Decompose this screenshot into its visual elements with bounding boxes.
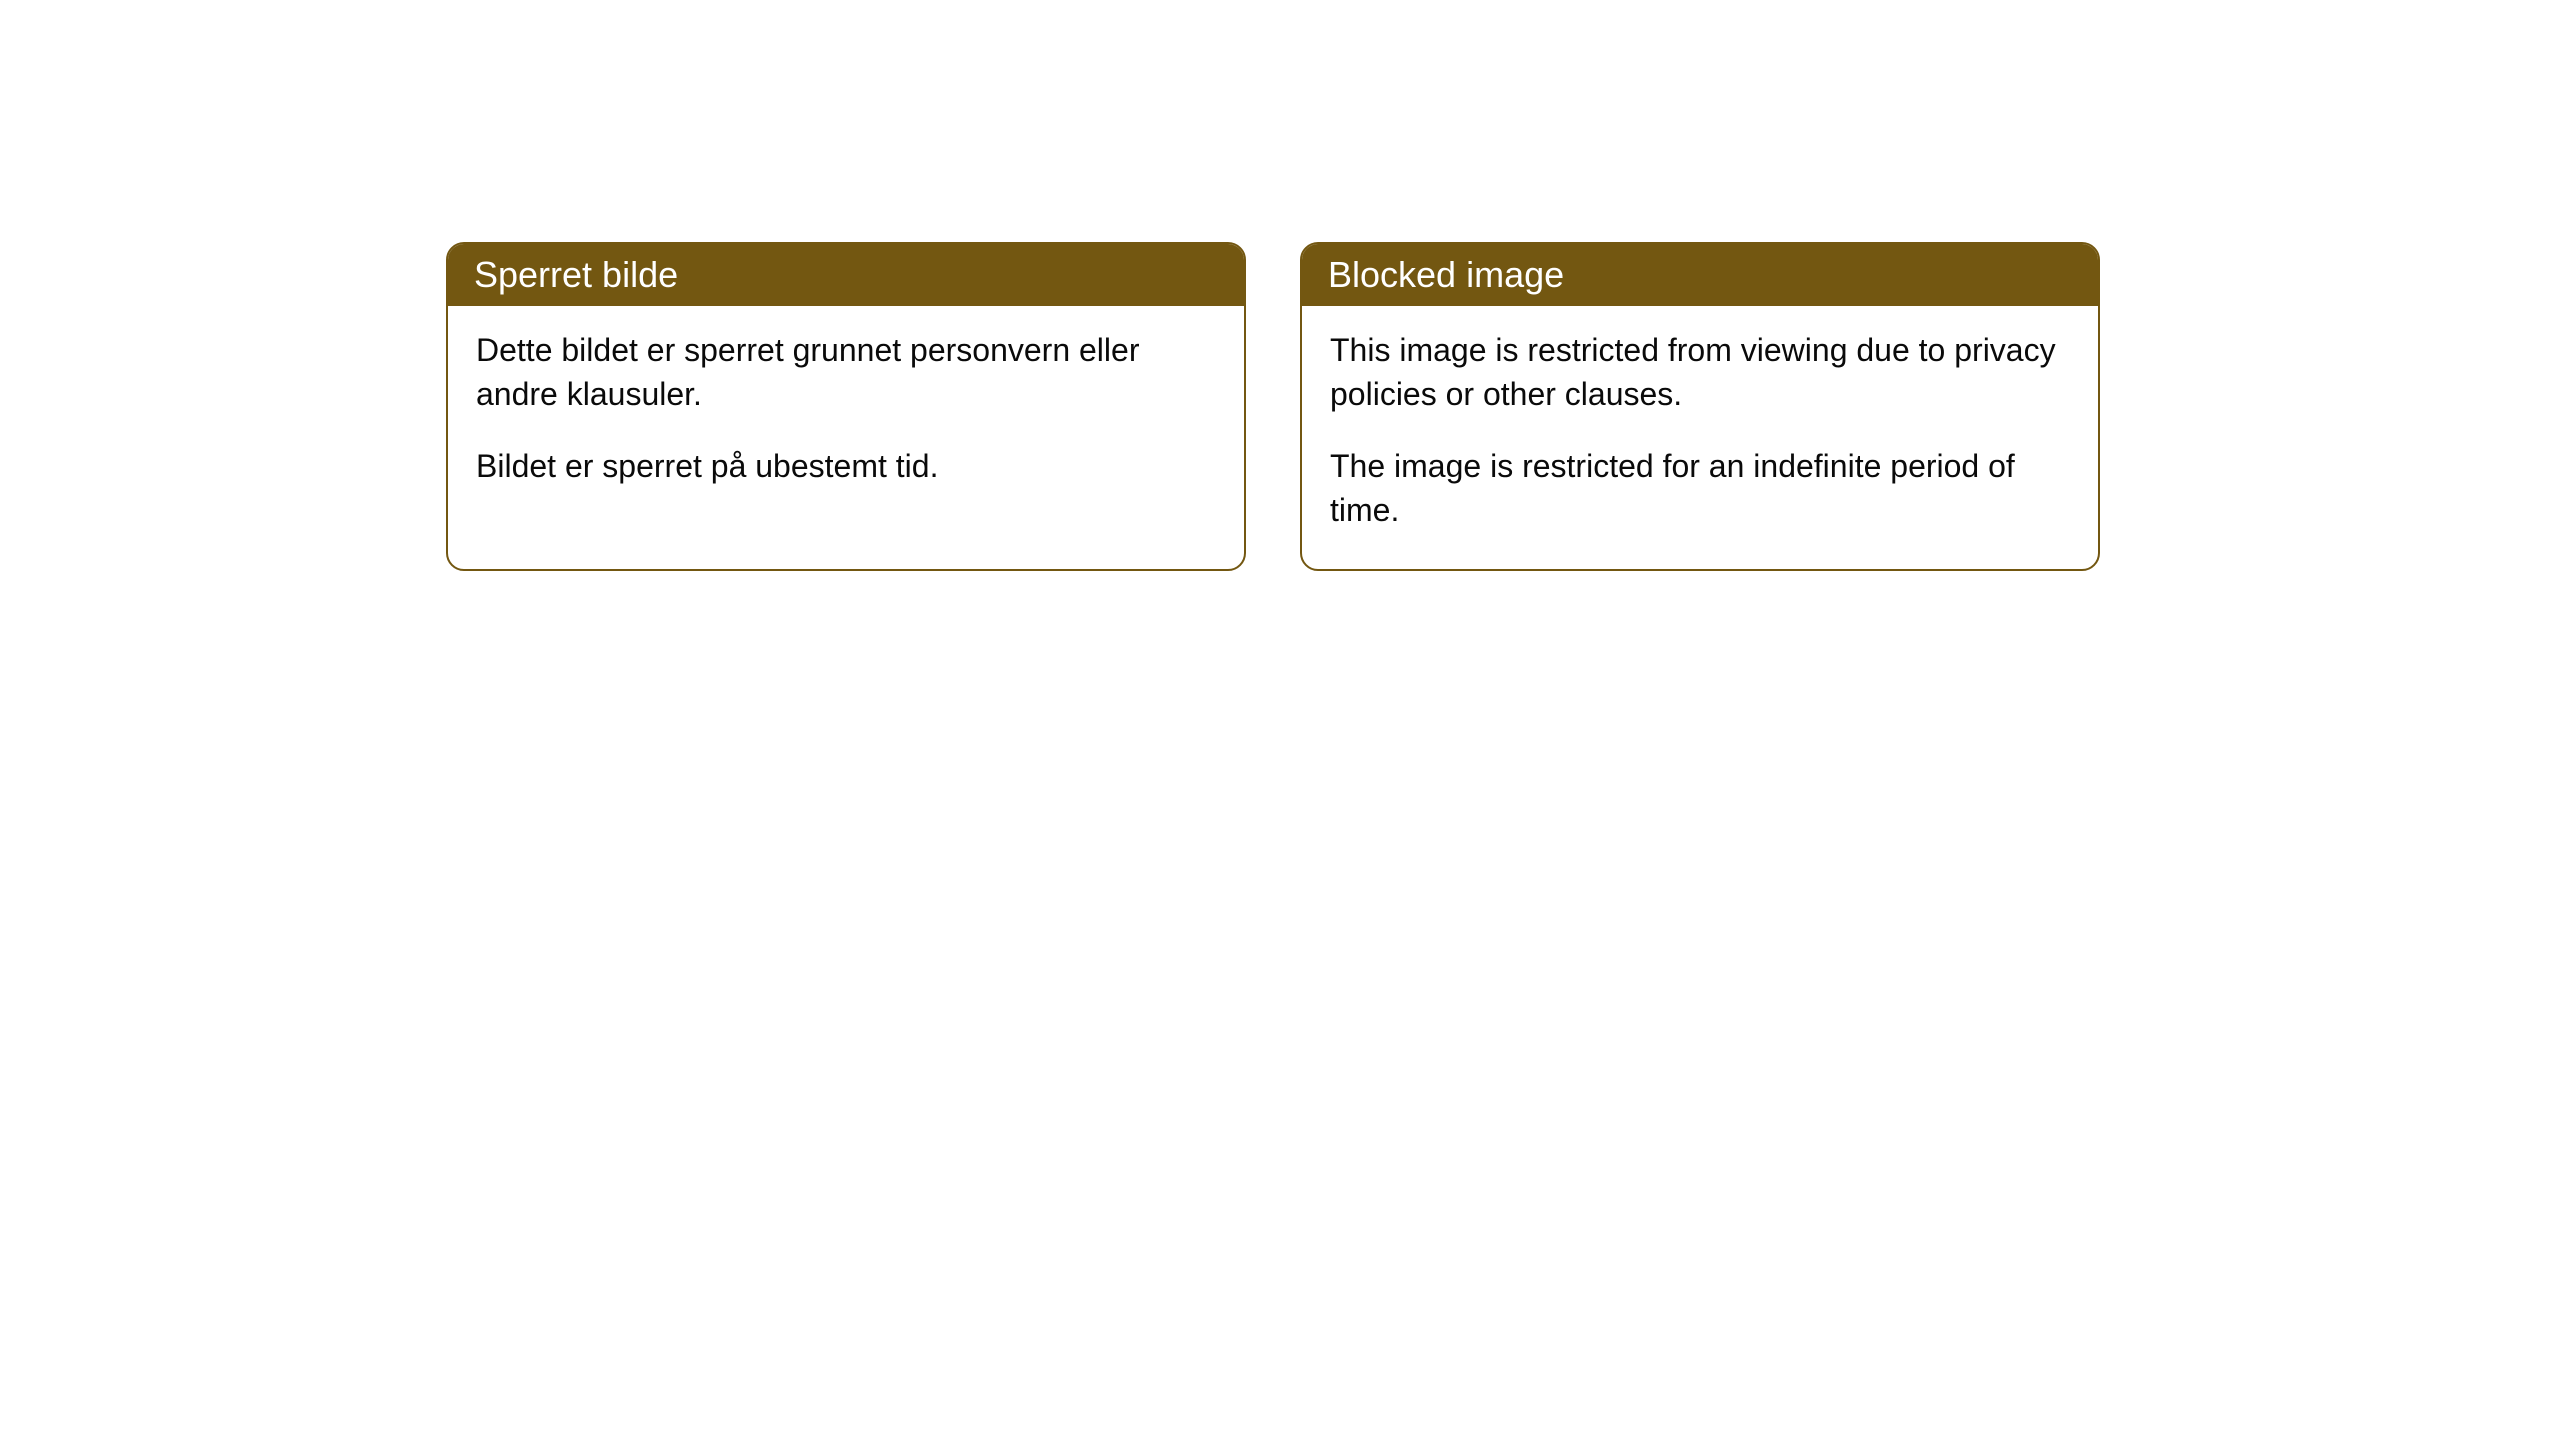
card-paragraph-1: This image is restricted from viewing du… (1330, 328, 2070, 416)
card-header: Sperret bilde (448, 244, 1244, 306)
card-header: Blocked image (1302, 244, 2098, 306)
card-paragraph-2: Bildet er sperret på ubestemt tid. (476, 444, 1216, 488)
notice-cards-container: Sperret bilde Dette bildet er sperret gr… (446, 242, 2100, 571)
card-title: Blocked image (1328, 254, 1564, 295)
card-body: Dette bildet er sperret grunnet personve… (448, 306, 1244, 524)
notice-card-norwegian: Sperret bilde Dette bildet er sperret gr… (446, 242, 1246, 571)
card-paragraph-1: Dette bildet er sperret grunnet personve… (476, 328, 1216, 416)
card-title: Sperret bilde (474, 254, 678, 295)
notice-card-english: Blocked image This image is restricted f… (1300, 242, 2100, 571)
card-paragraph-2: The image is restricted for an indefinit… (1330, 444, 2070, 532)
card-body: This image is restricted from viewing du… (1302, 306, 2098, 569)
